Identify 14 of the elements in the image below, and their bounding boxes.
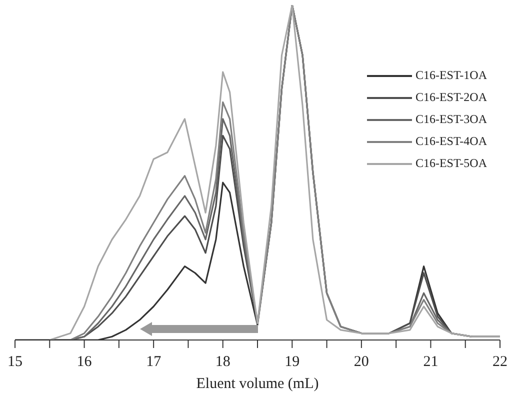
x-tick-label: 19 bbox=[284, 354, 300, 370]
x-tick-label: 16 bbox=[76, 354, 92, 370]
x-axis-title: Eluent volume (mL) bbox=[196, 376, 319, 392]
legend-label: C16-EST-3OA bbox=[415, 112, 487, 127]
x-tick-label: 15 bbox=[8, 354, 22, 370]
x-tick-label: 21 bbox=[423, 354, 438, 370]
legend-label: C16-EST-5OA bbox=[415, 156, 487, 171]
x-tick-label: 18 bbox=[215, 354, 230, 370]
x-tick-label: 17 bbox=[146, 354, 162, 370]
legend-label: C16-EST-2OA bbox=[415, 90, 487, 105]
x-tick-label: 22 bbox=[492, 354, 508, 370]
legend-label: C16-EST-4OA bbox=[415, 134, 487, 149]
legend-label: C16-EST-1OA bbox=[415, 68, 487, 83]
x-tick-label: 20 bbox=[354, 354, 369, 370]
